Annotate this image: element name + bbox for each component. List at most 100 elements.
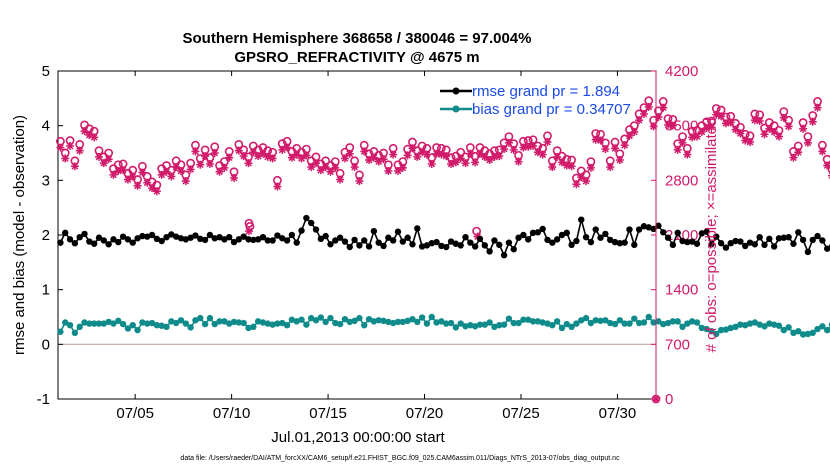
possible-obs-marker (118, 159, 128, 169)
bias-point (380, 317, 387, 325)
possible-obs-marker (65, 136, 75, 145)
rmse-point (153, 235, 161, 243)
rmse-point (722, 244, 730, 251)
bias-point (520, 316, 527, 323)
rmse-point (332, 237, 339, 244)
bias-point (496, 322, 503, 329)
bias-point (351, 317, 358, 325)
bias-point (660, 320, 667, 328)
rmse-point (616, 240, 624, 247)
rmse-point (250, 236, 257, 244)
bias-point (269, 321, 276, 328)
possible-obs-marker (432, 143, 441, 152)
rmse-point (573, 237, 580, 245)
possible-obs-marker (827, 165, 830, 174)
bias-point (664, 319, 672, 327)
bias-point (438, 318, 445, 325)
rmse-point (95, 234, 103, 241)
possible-obs-marker (779, 107, 789, 117)
possible-obs-marker (181, 170, 191, 180)
rmse-point (732, 237, 739, 245)
rmse-point (529, 229, 537, 237)
possible-obs-marker (417, 141, 427, 151)
possible-obs-marker (490, 146, 499, 156)
possible-obs-marker (229, 167, 239, 177)
possible-obs-marker (137, 161, 147, 171)
possible-obs-marker (461, 152, 470, 162)
rmse-point (447, 238, 455, 245)
bias-point (635, 319, 643, 327)
observation-count-markers (56, 96, 830, 404)
bias-point (756, 321, 763, 328)
bias-point (780, 326, 787, 334)
possible-obs-marker (195, 154, 205, 163)
possible-obs-marker (682, 143, 692, 153)
rmse-point (515, 234, 522, 241)
rmse-point (298, 227, 305, 234)
possible-obs-marker (321, 156, 331, 166)
assimilated-obs-marker (818, 147, 827, 156)
rmse-point (235, 236, 243, 243)
possible-obs-marker (596, 129, 605, 139)
bias-point (457, 320, 464, 327)
bias-point (259, 319, 267, 326)
bias-point (640, 319, 648, 326)
assimilated-obs-marker (562, 161, 571, 170)
assimilated-obs-marker (350, 163, 359, 172)
possible-obs-marker (644, 96, 654, 106)
rmse-point (597, 234, 604, 241)
rmse-point (346, 243, 353, 251)
assimilated-obs-marker (230, 173, 239, 182)
bias-point (129, 322, 136, 329)
possible-obs-marker (186, 158, 196, 168)
bias-point (447, 319, 455, 327)
rmse-point (341, 238, 349, 245)
bias-point (799, 331, 807, 338)
rmse-point (799, 236, 807, 244)
possible-obs-marker (282, 136, 292, 146)
rmse-point (742, 242, 749, 250)
assimilated-obs-marker (692, 132, 701, 141)
assimilated-obs-marker (567, 162, 576, 171)
rmse-point (418, 243, 426, 250)
bias-point (182, 320, 189, 327)
possible-obs-marker (735, 122, 745, 132)
rmse-point (635, 226, 643, 233)
bias-point (790, 329, 797, 337)
possible-obs-marker (543, 131, 552, 141)
possible-obs-marker (364, 149, 374, 159)
possible-obs-marker (379, 148, 388, 158)
possible-obs-marker (538, 143, 548, 153)
rmse-point (819, 237, 826, 244)
bias-point (544, 320, 551, 327)
bias-point (688, 318, 696, 325)
bias-point (529, 318, 537, 325)
rmse-point (163, 233, 170, 241)
bias-point (62, 319, 69, 326)
rmse-point (192, 232, 199, 239)
rmse-point (708, 241, 715, 248)
bias-point (582, 314, 590, 322)
bias-point (804, 330, 812, 338)
bias-point (650, 319, 657, 326)
bias-point (708, 328, 715, 335)
rmse-point (563, 229, 570, 237)
possible-obs-marker (504, 132, 514, 141)
bias-point (742, 322, 749, 329)
bias-point (626, 320, 633, 327)
bias-point (597, 317, 604, 325)
possible-obs-marker (335, 168, 345, 178)
possible-obs-marker (528, 135, 538, 145)
rmse-point (279, 235, 286, 242)
possible-obs-marker (128, 165, 138, 175)
assimilated-obs-marker (152, 187, 161, 196)
rmse-point (119, 233, 127, 240)
rmse-point (139, 232, 146, 240)
rmse-point (655, 222, 662, 229)
rmse-point (602, 230, 609, 238)
bias-point (254, 318, 262, 325)
rmse-point (727, 240, 734, 247)
bias-point (187, 324, 194, 331)
bias-point (206, 314, 214, 322)
